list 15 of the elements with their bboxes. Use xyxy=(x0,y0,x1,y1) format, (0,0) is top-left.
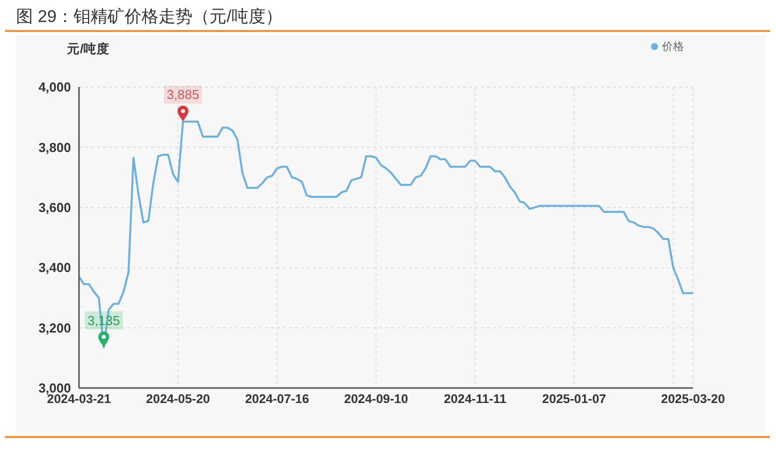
x-tick-label: 2024-09-10 xyxy=(344,392,408,406)
x-tick-label: 2024-05-20 xyxy=(146,392,210,406)
y-tick-label: 4,000 xyxy=(38,80,71,95)
legend-label: 价格 xyxy=(662,40,684,54)
y-tick-label: 3,200 xyxy=(38,320,71,336)
x-tick-label: 2025-03-20 xyxy=(661,392,726,406)
y-tick-label: 3,800 xyxy=(38,140,71,155)
y-axis-title: 元/吨度 xyxy=(67,41,110,58)
x-tick-label: 2025-01-07 xyxy=(542,392,606,406)
y-tick-label: 3,400 xyxy=(38,260,71,276)
chart-title: 图 29：钼精矿价格走势（元/吨度） xyxy=(16,6,282,28)
y-tick-label: 3,600 xyxy=(38,200,71,216)
x-tick-label: 2024-07-16 xyxy=(245,392,310,406)
x-tick-label: 2024-11-11 xyxy=(444,392,506,406)
data-label: 3,885 xyxy=(166,87,200,102)
